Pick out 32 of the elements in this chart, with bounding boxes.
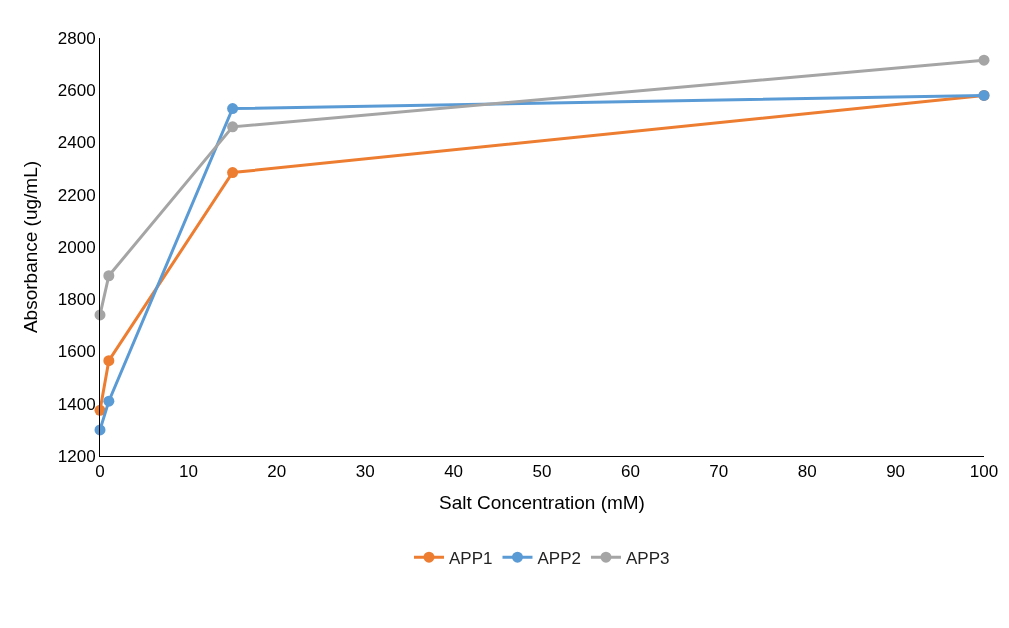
y-tick-label: 1600: [57, 342, 96, 362]
point: [978, 54, 990, 66]
x-tick-label: 0: [95, 462, 105, 482]
y-tick-label: 2600: [57, 81, 96, 101]
point: [227, 167, 239, 179]
y-tick-label: 1400: [57, 394, 96, 414]
point: [103, 355, 115, 367]
y-tick-label: 2800: [57, 28, 96, 48]
y-tick-label: 1200: [57, 446, 96, 466]
x-tick-label: 70: [709, 462, 729, 482]
y-tick-label: 2400: [57, 133, 96, 153]
x-tick-label: 40: [444, 462, 464, 482]
x-tick-label: 90: [886, 462, 906, 482]
x-tick-label: 80: [797, 462, 817, 482]
point: [103, 395, 115, 407]
legend-label: APP3: [625, 548, 670, 568]
x-tick-label: 20: [267, 462, 287, 482]
point: [103, 270, 115, 282]
x-tick-label: 30: [355, 462, 375, 482]
legend-label: APP2: [537, 548, 581, 568]
y-tick-label: 2200: [57, 185, 96, 205]
point: [227, 121, 239, 133]
x-tick-label: 100: [969, 462, 999, 482]
x-axis-title: Salt Concentration (mM): [439, 492, 645, 514]
legend-label: APP1: [449, 548, 493, 568]
y-tick-label: 2000: [57, 237, 96, 257]
x-tick-label: 50: [532, 462, 552, 482]
y-tick-label: 1800: [57, 290, 96, 310]
y-axis-title: Absorbance (ug/mL): [19, 160, 41, 334]
x-tick-label: 10: [178, 462, 198, 482]
point: [227, 103, 239, 115]
x-tick-label: 60: [620, 462, 640, 482]
